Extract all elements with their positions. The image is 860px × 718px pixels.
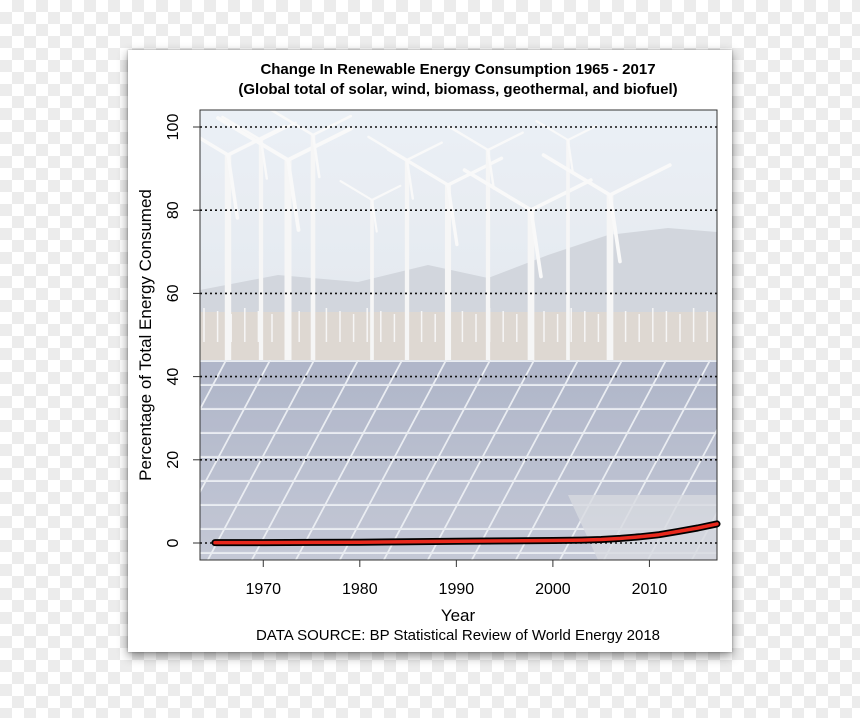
y-tick-label: 80	[165, 201, 182, 219]
chart-subtitle: (Global total of solar, wind, biomass, g…	[238, 81, 677, 98]
y-tick-label: 0	[165, 538, 182, 547]
wind-turbine-icon	[541, 153, 672, 362]
x-tick-label: 1970	[245, 581, 281, 598]
chart-title: Change In Renewable Energy Consumption 1…	[260, 61, 655, 78]
y-tick-label: 20	[165, 451, 182, 469]
plot-frame	[199, 109, 718, 561]
y-tick-label: 60	[165, 284, 182, 302]
y-axis: 0 20 40 60 80 100	[165, 114, 200, 547]
wind-turbine-icon	[386, 147, 504, 362]
series-layer	[211, 520, 721, 547]
chart: 0 20 40 60 80 100 1970 1980 1990 2000 2010 Change…	[136, 61, 721, 644]
background-photo	[200, 110, 717, 560]
x-axis: 1970 1980 1990 2000 2010	[245, 560, 667, 598]
series-line	[213, 522, 719, 545]
y-tick-label: 100	[165, 114, 182, 141]
y-axis-label: Percentage of Total Energy Consumed	[136, 189, 155, 481]
wind-turbine-icon	[462, 168, 593, 362]
wind-turbine-icon	[216, 116, 353, 362]
wind-turbine-icon	[535, 120, 598, 362]
wind-turbine-icon	[221, 115, 297, 362]
x-axis-label: Year	[441, 606, 476, 625]
chart-card: 0 20 40 60 80 100 1970 1980 1990 2000 2010 Change…	[128, 50, 732, 652]
x-tick-label: 2000	[535, 581, 571, 598]
x-tick-label: 1980	[342, 581, 378, 598]
wind-turbine-icon	[339, 180, 402, 362]
grid-lines	[200, 126, 717, 544]
y-tick-label: 40	[165, 368, 182, 386]
data-source-note: DATA SOURCE: BP Statistical Review of Wo…	[256, 627, 660, 644]
x-tick-label: 1990	[439, 581, 475, 598]
x-tick-label: 2010	[632, 581, 668, 598]
